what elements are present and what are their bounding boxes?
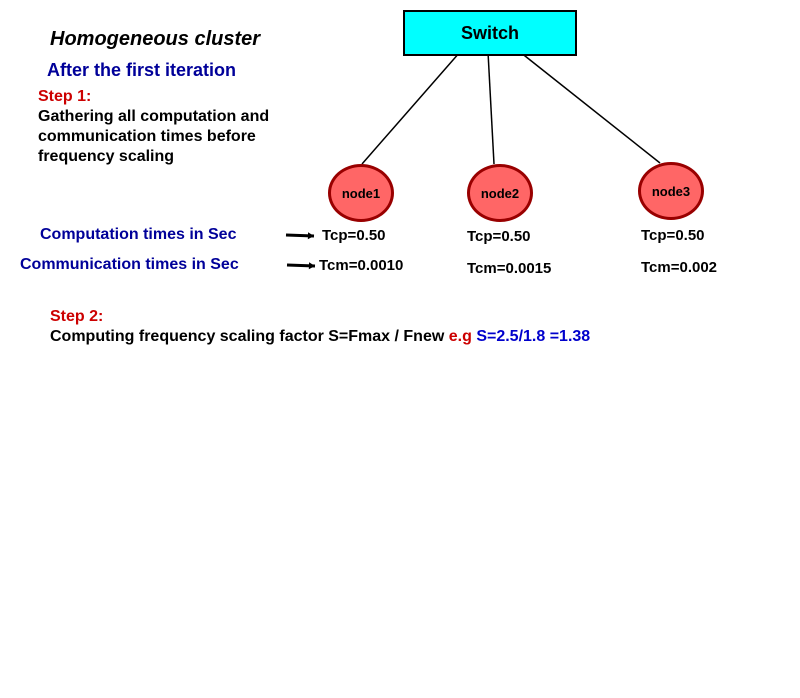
- step2-eg-label: e.g: [449, 328, 477, 345]
- step1-text-line1: Gathering all computation and: [38, 108, 269, 126]
- tcp-value-2: Tcp=0.50: [467, 228, 531, 245]
- node-3: node3: [638, 162, 704, 220]
- node-2: node2: [467, 164, 533, 222]
- tcm-value-3: Tcm=0.002: [641, 259, 717, 276]
- tcp-value-3: Tcp=0.50: [641, 227, 705, 244]
- computation-label: Computation times in Sec: [40, 226, 236, 244]
- tcp-value-1: Tcp=0.50: [322, 227, 386, 244]
- switch-box: Switch: [403, 10, 577, 56]
- node-1: node1: [328, 164, 394, 222]
- step1-label: Step 1:: [38, 88, 91, 106]
- communication-label: Communication times in Sec: [20, 256, 239, 274]
- step2-line: Computing frequency scaling factor S=Fma…: [50, 328, 590, 346]
- step1-text-line3: frequency scaling: [38, 148, 174, 166]
- switch-label: Switch: [461, 23, 519, 44]
- tcm-value-2: Tcm=0.0015: [467, 260, 551, 277]
- subtitle: After the first iteration: [47, 60, 236, 81]
- page-title: Homogeneous cluster: [50, 28, 260, 51]
- step1-text-line2: communication times before: [38, 128, 256, 146]
- step2-label: Step 2:: [50, 308, 103, 326]
- diagram-lines: [0, 0, 800, 698]
- tcm-value-1: Tcm=0.0010: [319, 257, 403, 274]
- step2-eg-value: S=2.5/1.8 =1.38: [476, 328, 590, 345]
- step2-text: Computing frequency scaling factor S=Fma…: [50, 328, 449, 345]
